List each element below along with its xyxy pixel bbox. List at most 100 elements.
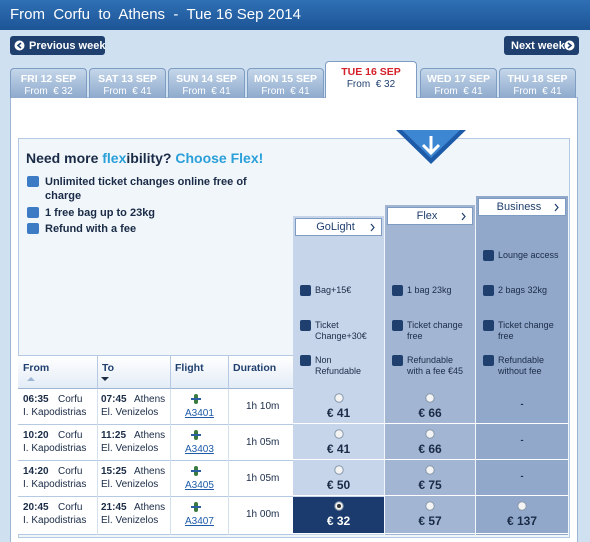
tab-day[interactable]: THU 18 SEP xyxy=(507,73,568,85)
flight-number[interactable]: A3407 xyxy=(185,516,214,527)
benefit-icon xyxy=(27,176,39,187)
tab-day[interactable]: MON 15 SEP xyxy=(253,73,318,85)
fare-header-box[interactable] xyxy=(295,218,382,236)
feature-text: Lounge access xyxy=(498,250,559,260)
fare-chevron xyxy=(370,223,375,232)
column-header[interactable]: To xyxy=(102,362,115,374)
aircraft-icon xyxy=(191,394,201,404)
tab-day[interactable]: TUE 16 SEP xyxy=(341,66,401,78)
fare-price[interactable]: € 66 xyxy=(418,406,442,420)
fare-price[interactable]: € 66 xyxy=(418,442,442,456)
cell-divider xyxy=(97,425,98,461)
arrival-city: Athens xyxy=(134,394,166,405)
tab-price[interactable]: From € 41 xyxy=(513,86,562,97)
benefit-icon xyxy=(27,207,39,218)
date-tab[interactable] xyxy=(499,68,576,98)
arrival-airport: El. Venizelos xyxy=(101,479,159,490)
next-week-label[interactable]: Next week xyxy=(511,40,565,52)
tab-day[interactable]: WED 17 SEP xyxy=(426,73,491,85)
arrival-time: 21:45 xyxy=(101,502,127,513)
cell-divider xyxy=(228,497,229,535)
arrival-airport: El. Venizelos xyxy=(101,407,159,418)
fare-price[interactable]: € 75 xyxy=(418,478,442,492)
tab-day[interactable]: SUN 14 SEP xyxy=(176,73,237,85)
arrival-city: Athens xyxy=(134,430,166,441)
tab-day[interactable]: SAT 13 SEP xyxy=(98,73,157,85)
cell-divider xyxy=(97,497,98,535)
fare-cell[interactable] xyxy=(293,425,384,460)
tab-price[interactable]: From € 41 xyxy=(261,86,310,97)
fare-name[interactable]: Flex xyxy=(416,210,438,222)
next-week-button[interactable] xyxy=(504,36,579,55)
departure-time: 10:20 xyxy=(23,430,49,441)
radio-button xyxy=(333,393,344,403)
flight-number[interactable]: A3405 xyxy=(185,480,214,491)
fare-chevron xyxy=(461,212,466,221)
cell-divider xyxy=(228,425,229,461)
arrival-time: 11:25 xyxy=(101,430,127,441)
table-header xyxy=(18,355,293,389)
date-tab[interactable] xyxy=(325,61,417,98)
fare-price[interactable]: € 137 xyxy=(506,514,538,528)
tab-price[interactable]: From € 41 xyxy=(182,86,231,97)
benefit-icon xyxy=(27,223,39,234)
previous-week-label[interactable]: Previous week xyxy=(29,40,106,52)
feature-text: 2 bags 32kg xyxy=(498,285,548,295)
column-header[interactable]: From xyxy=(23,362,50,374)
date-tab[interactable] xyxy=(89,68,166,98)
feature-icon xyxy=(300,355,311,366)
feature-text: Ticket Change+30€ xyxy=(315,320,367,341)
feature-text: 1 bag 23kg xyxy=(407,285,452,295)
tab-price[interactable]: From € 32 xyxy=(346,79,396,90)
flight-row xyxy=(18,389,293,425)
fare-price[interactable]: € 41 xyxy=(326,406,351,420)
arrival-airport: El. Venizelos xyxy=(101,515,159,526)
fare-cell xyxy=(476,425,568,460)
radio-button xyxy=(333,429,344,439)
benefit-text: Refund with a fee xyxy=(45,223,137,235)
fare-price[interactable]: € 50 xyxy=(326,478,351,492)
fare-name[interactable]: GoLight xyxy=(316,221,355,233)
fare-price[interactable]: € 57 xyxy=(418,514,442,528)
fare-header-box[interactable] xyxy=(387,207,473,225)
departure-city: Corfu xyxy=(58,394,83,405)
flight-number[interactable]: A3401 xyxy=(185,408,214,419)
header-bar xyxy=(0,0,590,30)
fare-name[interactable]: Business xyxy=(496,201,542,213)
departure-city: Corfu xyxy=(58,430,83,441)
tab-price[interactable]: From € 32 xyxy=(24,86,73,97)
previous-icon xyxy=(14,40,25,51)
fare-header-box[interactable] xyxy=(478,198,566,216)
radio-button xyxy=(425,501,435,511)
header-divider xyxy=(170,355,171,389)
fare-price: - xyxy=(520,435,524,445)
arrival-airport: El. Venizelos xyxy=(101,443,159,454)
cell-divider xyxy=(170,497,171,535)
date-tab[interactable] xyxy=(420,68,497,98)
flight-number[interactable]: A3403 xyxy=(185,444,214,455)
departure-airport: I. Kapodistrias xyxy=(23,479,87,490)
departure-airport: I. Kapodistrias xyxy=(23,407,87,418)
feature-text: Bag+15€ xyxy=(315,285,352,295)
date-tab[interactable] xyxy=(247,68,324,98)
previous-week-button[interactable] xyxy=(10,36,105,55)
sort-icon xyxy=(27,377,35,381)
date-tab[interactable] xyxy=(10,68,87,98)
cell-divider xyxy=(97,461,98,497)
tab-price[interactable]: From € 41 xyxy=(103,86,152,97)
date-tab[interactable] xyxy=(168,68,245,98)
fare-price[interactable]: € 32 xyxy=(326,514,351,528)
benefit-text: Unlimited ticket changes online free of … xyxy=(45,176,247,202)
feature-icon xyxy=(392,285,403,296)
tab-price[interactable]: From € 41 xyxy=(434,86,483,97)
radio-button xyxy=(333,465,344,475)
fare-price[interactable]: € 41 xyxy=(326,442,351,456)
down-arrow-badge xyxy=(396,130,466,164)
benefit-text: 1 free bag up to 23kg xyxy=(45,207,156,219)
sort-icon xyxy=(101,377,109,381)
column-header: Flight xyxy=(175,362,204,374)
feature-icon xyxy=(483,250,494,261)
tab-day[interactable]: FRI 12 SEP xyxy=(20,73,77,85)
flex-title-part: ibility? xyxy=(126,150,176,166)
